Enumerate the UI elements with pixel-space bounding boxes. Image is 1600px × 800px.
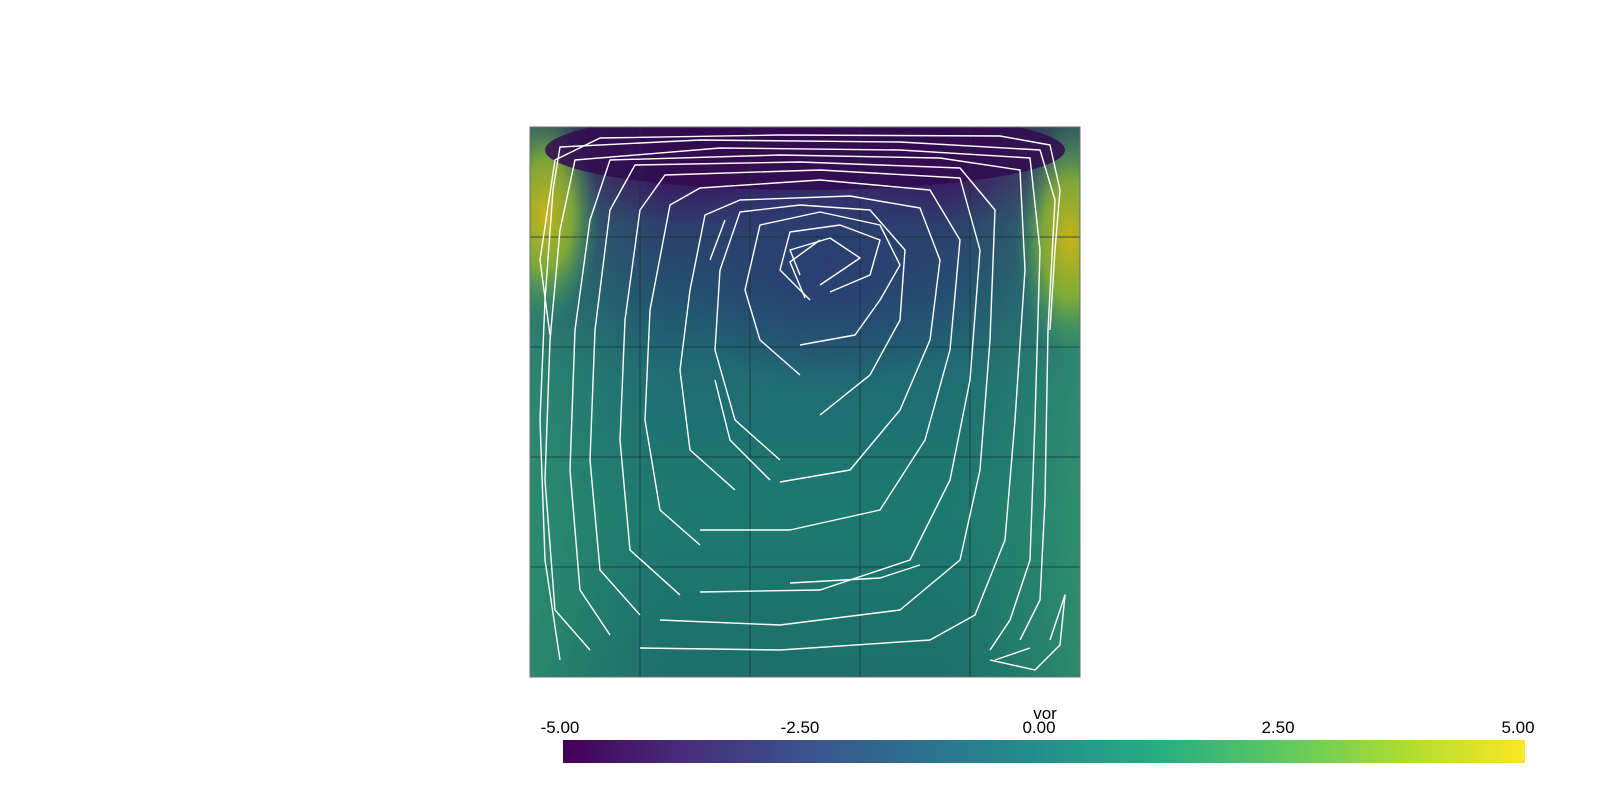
- colorbar-tick-label: 5.00: [1501, 718, 1535, 737]
- colorbar-tick-label: 0.00: [1022, 718, 1056, 737]
- domain-border: [529, 126, 1081, 678]
- vorticity-field: [530, 127, 1080, 677]
- colorbar-tick-label: -2.50: [780, 718, 820, 737]
- streamlines: [539, 134, 1066, 671]
- mesh-grid: [530, 127, 1080, 677]
- colorbar-tick-label: 2.50: [1261, 718, 1295, 737]
- colorbar-title: vor: [1033, 704, 1057, 723]
- colorbar-gradient: [563, 740, 1525, 763]
- colorbar-tick-label: -5.00: [540, 718, 580, 737]
